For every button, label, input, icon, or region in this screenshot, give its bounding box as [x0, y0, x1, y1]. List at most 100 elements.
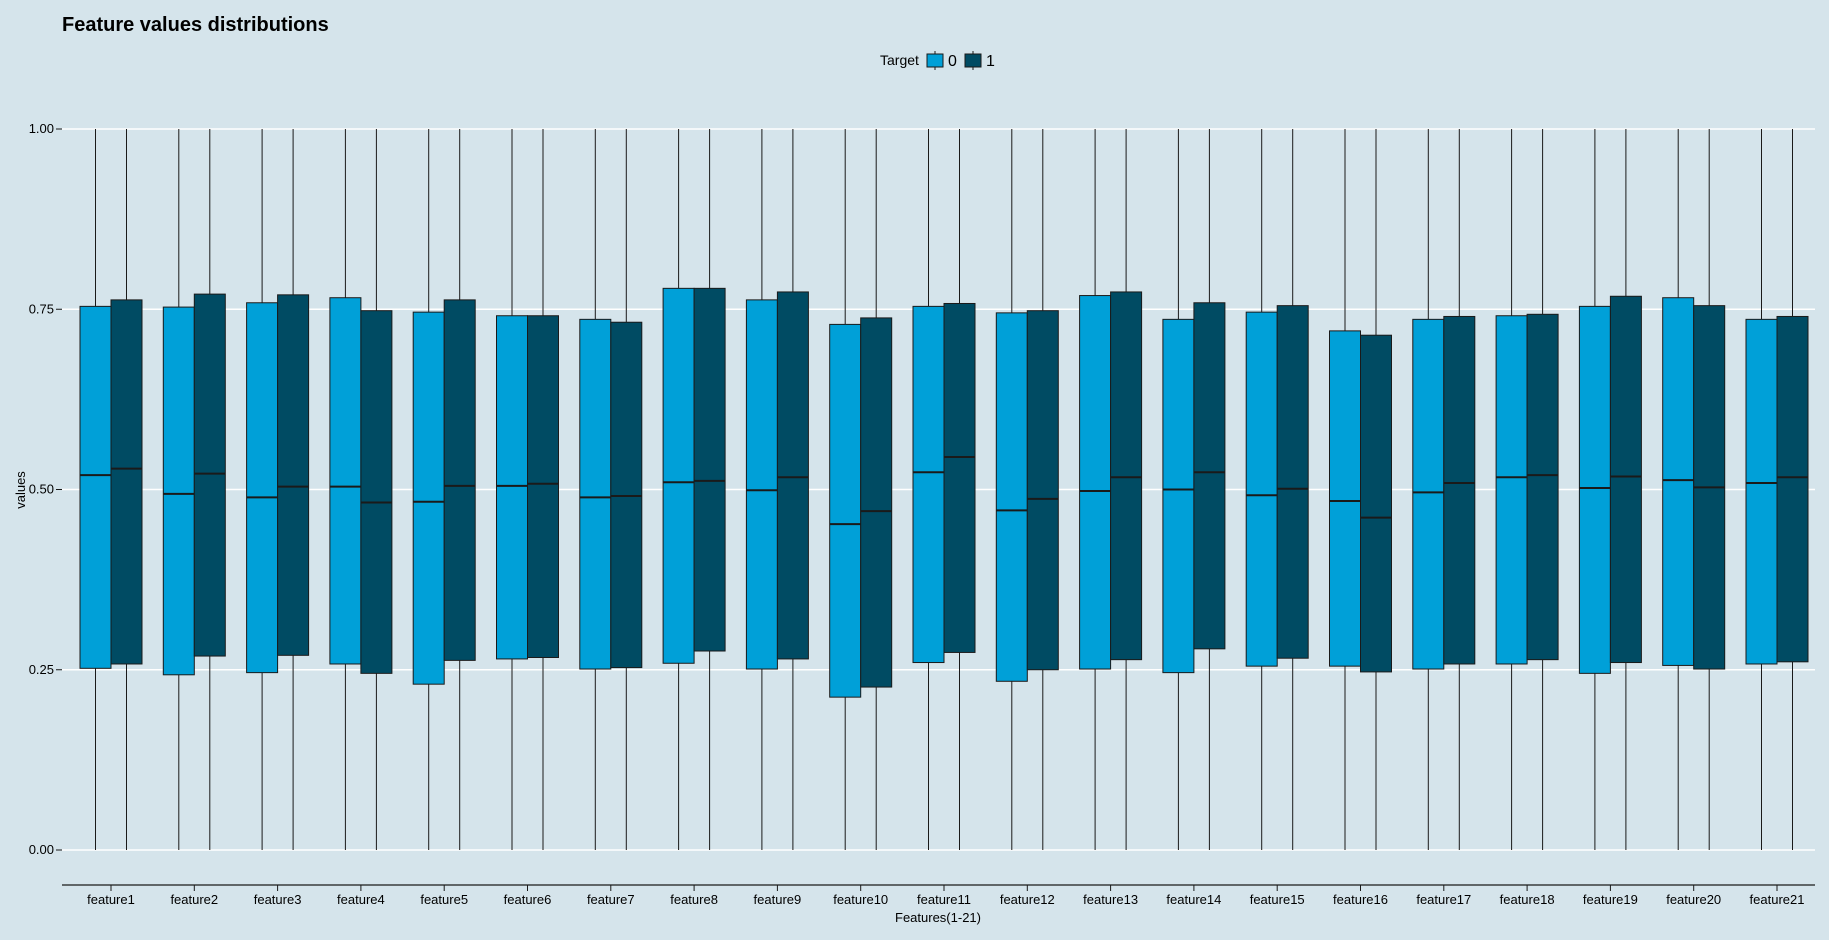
box-iqr: [1443, 315, 1476, 665]
legend: Target 0 1: [880, 51, 995, 70]
y-axis-label: values: [13, 471, 28, 509]
box-iqr: [1360, 334, 1392, 673]
box-feature1-target-1: [110, 129, 143, 850]
box-iqr: [496, 315, 528, 660]
box-feature11-target-0: [912, 129, 945, 850]
box-iqr: [610, 321, 643, 669]
legend-label-1: 1: [986, 53, 995, 70]
box-iqr: [246, 302, 279, 674]
box-feature15-target-1: [1276, 129, 1309, 850]
box-feature17-target-0: [1412, 129, 1445, 850]
x-tick-label: feature1: [87, 892, 135, 907]
box-iqr: [829, 323, 862, 698]
x-axis-ticks: feature1 feature2 feature3 feature4 feature5…: [87, 885, 1804, 907]
box-feature5-target-0: [412, 129, 445, 850]
box-feature6-target-0: [496, 129, 528, 850]
box-iqr: [277, 294, 310, 656]
box-feature21-target-0: [1745, 129, 1778, 850]
x-tick-label: feature8: [670, 892, 718, 907]
box-iqr: [1329, 330, 1361, 667]
x-tick-label: feature16: [1333, 892, 1388, 907]
box-feature9-target-1: [776, 129, 809, 850]
x-tick-label: feature13: [1083, 892, 1138, 907]
box-iqr: [110, 299, 143, 665]
box-iqr: [1162, 318, 1195, 674]
x-tick-label: feature7: [587, 892, 635, 907]
box-iqr: [443, 299, 476, 661]
box-feature4-target-1: [360, 129, 393, 850]
x-tick-label: feature6: [504, 892, 552, 907]
box-feature5-target-1: [443, 129, 476, 850]
box-iqr: [1776, 315, 1809, 663]
legend-key-0-box: [926, 53, 944, 68]
box-iqr: [1662, 297, 1695, 666]
y-axis-ticks: 0.00 0.25 0.50 0.75 1.00: [29, 121, 62, 857]
box-feature10-target-0: [829, 129, 862, 850]
x-tick-label: feature11: [917, 892, 971, 907]
box-iqr: [943, 302, 976, 653]
y-tick-label: 0.75: [29, 301, 54, 316]
box-iqr: [1609, 295, 1642, 664]
box-feature20-target-1: [1693, 129, 1726, 850]
legend-key-1-box: [964, 53, 982, 68]
box-feature8-target-0: [662, 129, 695, 850]
box-feature6-target-1: [527, 129, 559, 850]
box-feature7-target-1: [610, 129, 643, 850]
box-feature8-target-1: [693, 129, 726, 850]
x-tick-label: feature2: [170, 892, 218, 907]
box-feature1-target-0: [79, 129, 112, 850]
x-tick-label: feature19: [1583, 892, 1638, 907]
box-iqr: [745, 299, 778, 670]
box-feature21-target-1: [1776, 129, 1809, 850]
box-iqr: [360, 310, 393, 674]
box-iqr: [1193, 302, 1226, 650]
box-iqr: [1276, 305, 1309, 659]
box-iqr: [693, 287, 726, 652]
x-tick-label: feature12: [1000, 892, 1055, 907]
box-iqr: [860, 317, 893, 688]
box-iqr: [412, 311, 445, 685]
x-tick-label: feature14: [1166, 892, 1221, 907]
x-tick-label: feature10: [833, 892, 888, 907]
x-tick-label: feature18: [1500, 892, 1555, 907]
x-tick-label: feature5: [420, 892, 468, 907]
chart-title: Feature values distributions: [62, 14, 329, 36]
box-iqr: [912, 305, 945, 664]
box-iqr: [1026, 310, 1059, 671]
box-iqr: [1245, 311, 1278, 667]
box-iqr: [1079, 295, 1112, 670]
x-tick-label: feature15: [1250, 892, 1305, 907]
box-iqr: [79, 305, 112, 669]
box-feature3-target-0: [246, 129, 279, 850]
box-feature14-target-1: [1193, 129, 1226, 850]
box-feature19-target-1: [1609, 129, 1642, 850]
x-tick-label: feature17: [1416, 892, 1471, 907]
box-feature4-target-0: [329, 129, 362, 850]
box-feature10-target-1: [860, 129, 893, 850]
y-tick-label: 1.00: [29, 121, 54, 136]
x-tick-label: feature3: [254, 892, 302, 907]
y-tick-label: 0.25: [29, 662, 54, 677]
box-feature18-target-1: [1526, 129, 1559, 850]
box-iqr: [329, 297, 362, 665]
box-feature13-target-1: [1110, 129, 1143, 850]
box-feature2-target-0: [162, 129, 195, 850]
legend-label-0: 0: [948, 53, 957, 70]
box-iqr: [579, 318, 612, 670]
x-tick-label: feature21: [1750, 892, 1805, 907]
box-iqr: [1110, 291, 1143, 661]
y-tick-label: 0.50: [29, 482, 54, 497]
box-feature14-target-0: [1162, 129, 1195, 850]
box-iqr: [193, 293, 226, 657]
box-iqr: [662, 287, 695, 664]
x-tick-label: feature9: [754, 892, 802, 907]
legend-key-0: [926, 51, 944, 70]
y-tick-label: 0.00: [29, 842, 54, 857]
x-axis-label: Features(1-21): [895, 910, 981, 925]
legend-key-1: [964, 51, 982, 70]
box-feature16-target-0: [1329, 129, 1361, 850]
box-feature20-target-0: [1662, 129, 1695, 850]
box-feature3-target-1: [277, 129, 310, 850]
